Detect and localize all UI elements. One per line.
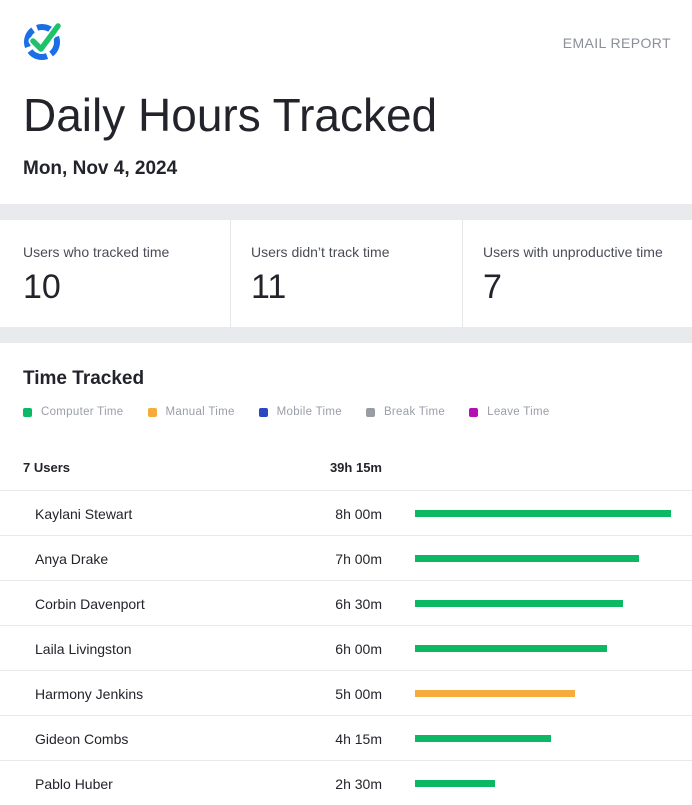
user-row[interactable]: Harmony Jenkins 5h 00m [0,670,692,715]
user-time: 4h 15m [335,731,382,747]
user-row[interactable]: Laila Livingston 6h 00m [0,625,692,670]
time-bar [415,600,623,607]
user-name: Anya Drake [35,551,109,567]
stat-unproductive-time: Users with unproductive time 7 [462,220,692,327]
user-row[interactable]: Gideon Combs 4h 15m [0,715,692,760]
stat-label: Users who tracked time [23,244,170,260]
user-row[interactable]: Corbin Davenport 6h 30m [0,580,692,625]
user-name: Gideon Combs [35,731,129,747]
time-bar [415,735,551,742]
user-time: 6h 00m [335,641,382,657]
user-time: 8h 00m [335,506,382,522]
user-time: 5h 00m [335,686,382,702]
legend-item-leave-time: Leave Time [469,406,549,418]
report-date: Mon, Nov 4, 2024 [23,158,178,179]
legend-swatch [23,407,32,417]
stat-value: 10 [23,268,61,306]
checkmark-shield-logo-icon [24,21,63,60]
user-row[interactable]: Pablo Huber 2h 30m [0,760,692,805]
legend: Computer Time Manual Time Mobile Time Br… [23,406,574,418]
stats-panel: Users who tracked time 10 Users didn’t t… [0,220,692,327]
user-name: Kaylani Stewart [35,506,133,522]
legend-swatch [469,407,479,417]
legend-item-break-time: Break Time [365,406,446,418]
legend-label: Computer Time [41,406,124,418]
user-name: Laila Livingston [35,641,132,657]
legend-swatch [365,407,375,417]
time-bar [415,780,495,787]
user-name: Harmony Jenkins [35,686,144,702]
user-name: Pablo Huber [35,776,113,792]
time-bar [415,555,639,562]
legend-label: Manual Time [165,406,235,418]
time-bar [415,510,671,517]
stat-tracked-time: Users who tracked time 10 [0,220,230,327]
user-name: Corbin Davenport [35,596,145,612]
page-title: Daily Hours Tracked [23,89,438,141]
stat-label: Users with unproductive time [483,244,663,260]
legend-label: Break Time [383,406,446,418]
section-title: Time Tracked [23,368,145,389]
legend-item-mobile-time: Mobile Time [258,406,342,418]
user-time: 6h 30m [335,596,382,612]
legend-swatch [147,407,157,417]
users-count: 7 Users [23,460,70,475]
legend-item-computer-time: Computer Time [23,406,124,418]
stat-value: 11 [251,268,287,306]
user-time: 7h 00m [335,551,382,567]
divider-band [0,327,692,343]
stat-value: 7 [483,268,502,306]
legend-swatch [258,407,268,417]
stat-label: Users didn’t track time [251,244,390,260]
user-time: 2h 30m [335,776,382,792]
total-time: 39h 15m [329,460,382,475]
user-time-list: Kaylani Stewart 8h 00m Anya Drake 7h 00m… [0,490,692,805]
stat-no-tracked-time: Users didn’t track time 11 [230,220,462,327]
user-row[interactable]: Kaylani Stewart 8h 00m [0,490,692,535]
report-header: EMAIL REPORT Daily Hours Tracked Mon, No… [0,0,692,205]
users-summary-row: 7 Users 39h 15m [0,458,692,490]
legend-item-manual-time: Manual Time [147,406,235,418]
user-row[interactable]: Anya Drake 7h 00m [0,535,692,580]
legend-label: Leave Time [487,406,550,418]
legend-label: Mobile Time [276,406,342,418]
time-bar [415,645,607,652]
time-bar [415,690,575,697]
divider-band [0,204,692,220]
report-type-label: EMAIL REPORT [562,35,671,51]
